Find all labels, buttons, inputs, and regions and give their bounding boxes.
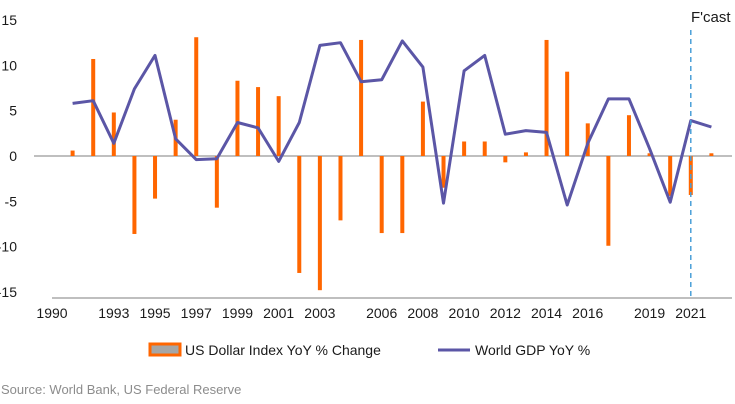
- x-tick-label: 2016: [572, 305, 603, 321]
- bar: [153, 156, 158, 199]
- x-tick-label: 2014: [531, 305, 562, 321]
- bar: [709, 153, 714, 156]
- line-series-world-gdp: [72, 39, 712, 207]
- x-tick-label: 1995: [139, 305, 170, 321]
- bar: [111, 112, 116, 156]
- y-tick-label: -10: [0, 239, 17, 255]
- bar: [132, 156, 137, 234]
- legend-bar-swatch: [148, 342, 182, 357]
- bar: [91, 58, 96, 157]
- legend-bar-label: US Dollar Index YoY % Change: [185, 342, 381, 358]
- bar: [214, 156, 219, 208]
- bar: [606, 156, 611, 246]
- bar: [503, 156, 508, 163]
- bar: [626, 115, 631, 156]
- x-tick-label: 1993: [98, 305, 129, 321]
- legend: US Dollar Index YoY % Change World GDP Y…: [148, 342, 590, 358]
- x-tick-label: 2010: [449, 305, 480, 321]
- y-tick-label: 5: [9, 103, 17, 119]
- bar: [317, 156, 322, 291]
- x-tick-label: 2001: [263, 305, 294, 321]
- x-tick-label: 1997: [181, 305, 212, 321]
- source-note: Source: World Bank, US Federal Reserve: [1, 382, 242, 397]
- bar: [400, 156, 405, 234]
- y-tick-label: 15: [1, 12, 17, 28]
- bar-series-us-dollar-index: [70, 37, 714, 291]
- bar: [194, 37, 199, 156]
- bar: [379, 156, 384, 234]
- bar: [565, 71, 570, 156]
- x-axis-ticks: 1990 1993 1995 1997 1999 2001 2003 2006 2008 2010…: [36, 305, 706, 321]
- x-tick-label: 2019: [634, 305, 665, 321]
- x-tick-label: 2008: [407, 305, 438, 321]
- forecast-label: F'cast: [691, 9, 731, 26]
- y-tick-label: 10: [1, 57, 17, 73]
- y-axis-ticks: 15 10 5 0 -5 -10 -15: [0, 12, 17, 300]
- x-tick-label: 1999: [222, 305, 253, 321]
- bar: [235, 80, 240, 156]
- x-tick-label: 2021: [675, 305, 706, 321]
- bar: [70, 150, 75, 156]
- bar: [482, 141, 487, 156]
- bar: [523, 152, 528, 156]
- bar: [668, 156, 673, 196]
- bar: [462, 141, 467, 156]
- bar: [420, 101, 425, 156]
- bar: [585, 123, 590, 156]
- bar: [297, 156, 302, 273]
- x-tick-label: 1990: [36, 305, 67, 321]
- bar: [276, 96, 281, 156]
- y-tick-label: -15: [0, 284, 17, 300]
- bar: [441, 156, 446, 188]
- y-tick-label: -5: [5, 193, 18, 209]
- bar: [359, 39, 364, 156]
- bar: [647, 153, 652, 156]
- bar: [256, 87, 261, 156]
- y-tick-label: 0: [9, 148, 17, 164]
- x-tick-label: 2006: [366, 305, 397, 321]
- bar: [338, 156, 343, 221]
- legend-line-label: World GDP YoY %: [475, 342, 590, 358]
- bar: [544, 39, 549, 156]
- x-tick-label: 2012: [490, 305, 521, 321]
- x-tick-label: 2003: [304, 305, 335, 321]
